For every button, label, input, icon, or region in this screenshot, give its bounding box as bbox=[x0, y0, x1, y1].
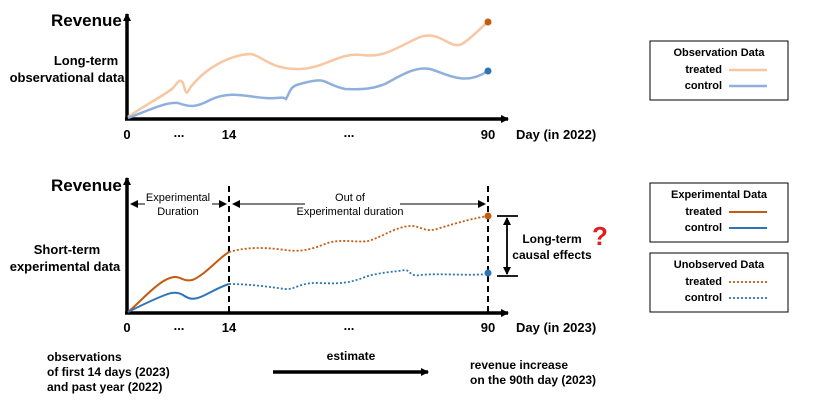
top-treated-line bbox=[127, 21, 489, 119]
causal-effect-label-1: Long-term bbox=[522, 232, 581, 246]
observations-label-1: observations bbox=[47, 350, 122, 364]
exp-control-end-dot bbox=[484, 269, 492, 277]
top-side-label-1: Long-term bbox=[54, 53, 118, 68]
legend-unobserved: Unobserved Data treated control bbox=[649, 252, 789, 313]
outcome-label-2: on the 90th day (2023) bbox=[470, 373, 596, 387]
legend-observation: Observation Data treated control bbox=[649, 40, 789, 101]
bottom-tick-ellipsis-a: ... bbox=[174, 318, 185, 333]
bottom-chart: Revenue Short-term experimental data Exp… bbox=[10, 176, 608, 335]
observations-label-3: and past year (2022) bbox=[47, 380, 162, 394]
top-tick-0: 0 bbox=[123, 127, 130, 142]
bottom-side-label-1: Short-term bbox=[34, 242, 100, 257]
top-x-axis-label: Day (in 2022) bbox=[516, 127, 596, 142]
causal-effect-label-2: causal effects bbox=[512, 248, 592, 262]
legend-experimental: Experimental Data treated control bbox=[649, 182, 789, 243]
bottom-title: Revenue bbox=[51, 176, 122, 195]
top-control-end-dot bbox=[484, 67, 492, 75]
experimental-duration-label-1: Experimental bbox=[146, 192, 210, 204]
legend-experimental-control-label: control bbox=[685, 222, 722, 234]
top-tick-14: 14 bbox=[222, 127, 237, 142]
outcome-label-1: revenue increase bbox=[470, 358, 568, 372]
legend-experimental-treated-label: treated bbox=[685, 206, 722, 218]
bottom-side-label-2: experimental data bbox=[10, 259, 121, 274]
top-tick-ellipsis-b: ... bbox=[344, 125, 355, 140]
legend-observation-title: Observation Data bbox=[673, 47, 765, 59]
question-mark-icon: ? bbox=[592, 221, 608, 251]
top-title: Revenue bbox=[51, 11, 122, 30]
bottom-tick-ellipsis-b: ... bbox=[344, 318, 355, 333]
legend-observation-treated-label: treated bbox=[685, 64, 722, 76]
estimate-label: estimate bbox=[327, 349, 376, 363]
exp-control-line bbox=[127, 283, 230, 313]
exp-treated-end-dot bbox=[484, 212, 492, 220]
bottom-tick-0: 0 bbox=[123, 320, 130, 335]
legend-unobserved-title: Unobserved Data bbox=[674, 259, 765, 271]
unobs-treated-line bbox=[228, 215, 489, 253]
legend-experimental-title: Experimental Data bbox=[671, 189, 768, 201]
out-duration-label-1: Out of bbox=[335, 192, 366, 204]
exp-treated-line bbox=[127, 251, 230, 313]
top-treated-end-dot bbox=[484, 18, 492, 26]
out-duration-label-2: Experimental duration bbox=[296, 206, 403, 218]
top-tick-ellipsis-a: ... bbox=[174, 125, 185, 140]
unobs-control-line bbox=[228, 269, 489, 290]
bottom-x-axis-label: Day (in 2023) bbox=[516, 320, 596, 335]
experimental-duration-label-2: Duration bbox=[157, 206, 199, 218]
top-tick-90: 90 bbox=[481, 127, 495, 142]
footer: observations of first 14 days (2023) and… bbox=[47, 349, 596, 394]
top-chart: Revenue Long-term observational data 0 .… bbox=[10, 11, 597, 142]
top-control-line bbox=[127, 67, 489, 120]
top-side-label-2: observational data bbox=[10, 70, 126, 85]
legend-unobserved-treated-label: treated bbox=[685, 276, 722, 288]
bottom-tick-14: 14 bbox=[222, 320, 237, 335]
bottom-tick-90: 90 bbox=[481, 320, 495, 335]
observations-label-2: of first 14 days (2023) bbox=[47, 365, 170, 379]
legend-observation-control-label: control bbox=[685, 80, 722, 92]
legend-unobserved-control-label: control bbox=[685, 292, 722, 304]
